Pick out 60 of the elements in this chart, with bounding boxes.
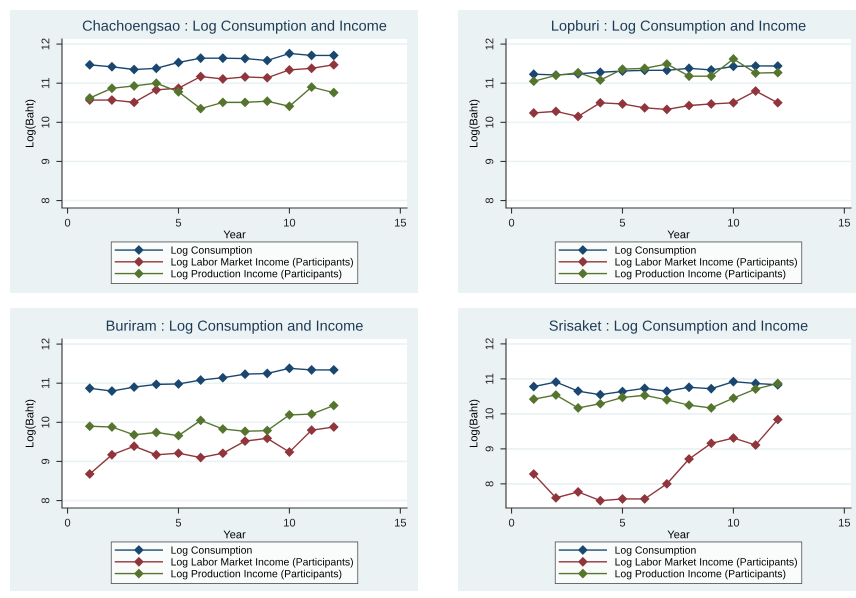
- y-tick-label: 9: [42, 158, 50, 164]
- y-tick-label: 8: [42, 498, 50, 504]
- y-tick-label: 11: [42, 378, 50, 388]
- x-tick-label: 10: [728, 218, 740, 227]
- x-tick-label: 0: [64, 218, 70, 227]
- legend-label: Log Consumption: [171, 546, 252, 556]
- x-tick-label: 5: [620, 218, 626, 227]
- x-tick-label: 0: [64, 518, 70, 527]
- legend-label: Log Labor Market Income (Participants): [171, 558, 353, 568]
- y-tick-label: 12: [486, 38, 494, 50]
- y-tick-label: 10: [486, 408, 494, 420]
- legend-label: Log Production Income (Participants): [615, 570, 786, 580]
- y-axis-title: Log(Baht): [25, 100, 36, 147]
- x-axis-title: Year: [668, 230, 690, 238]
- x-tick-label: 15: [839, 518, 850, 527]
- x-tick-label: 5: [176, 518, 182, 527]
- x-tick-label: 0: [508, 218, 514, 227]
- legend-label: Log Production Income (Participants): [171, 570, 342, 580]
- y-tick-label: 11: [42, 78, 50, 88]
- y-axis-title: Log(Baht): [25, 400, 36, 447]
- y-tick-label: 9: [486, 158, 494, 164]
- y-tick-label: 8: [42, 198, 50, 204]
- x-tick-label: 0: [508, 518, 514, 527]
- x-tick-label: 5: [620, 518, 626, 527]
- x-axis-title: Year: [224, 530, 246, 538]
- chart-title: Lopburi : Log Consumption and Income: [552, 20, 806, 34]
- x-tick-label: 5: [176, 218, 182, 227]
- legend-label: Log Consumption: [615, 246, 696, 256]
- y-tick-label: 11: [486, 78, 494, 88]
- x-axis-title: Year: [668, 530, 690, 538]
- y-tick-label: 9: [486, 446, 494, 452]
- x-tick-label: 10: [284, 518, 296, 527]
- x-tick-label: 15: [839, 218, 850, 227]
- y-tick-label: 8: [486, 198, 494, 204]
- legend-label: Log Labor Market Income (Participants): [171, 258, 353, 268]
- y-tick-label: 12: [486, 338, 494, 350]
- y-tick-label: 12: [42, 38, 50, 50]
- legend-label: Log Labor Market Income (Participants): [615, 558, 797, 568]
- legend-label: Log Consumption: [171, 246, 252, 256]
- x-tick-label: 10: [728, 518, 740, 527]
- y-axis-title: Log(Baht): [469, 400, 480, 447]
- y-tick-label: 12: [42, 338, 50, 350]
- y-tick-label: 10: [486, 116, 494, 128]
- x-axis-title: Year: [224, 230, 246, 238]
- chart-title: Chachoengsao : Log Consumption and Income: [82, 20, 386, 34]
- legend-label: Log Labor Market Income (Participants): [615, 258, 797, 268]
- y-tick-label: 11: [486, 374, 494, 384]
- x-tick-label: 15: [395, 218, 406, 227]
- legend-label: Log Consumption: [615, 546, 696, 556]
- x-tick-label: 15: [395, 518, 406, 527]
- y-tick-label: 9: [42, 458, 50, 464]
- y-tick-label: 10: [42, 416, 50, 428]
- legend-label: Log Production Income (Participants): [615, 270, 786, 280]
- y-tick-label: 8: [486, 481, 494, 486]
- y-tick-label: 10: [42, 116, 50, 128]
- y-axis-title: Log(Baht): [469, 100, 480, 147]
- chart-title: Srisaket : Log Consumption and Income: [549, 320, 808, 334]
- x-tick-label: 10: [284, 218, 296, 227]
- legend-label: Log Production Income (Participants): [171, 270, 342, 280]
- chart-title: Buriram : Log Consumption and Income: [106, 320, 363, 334]
